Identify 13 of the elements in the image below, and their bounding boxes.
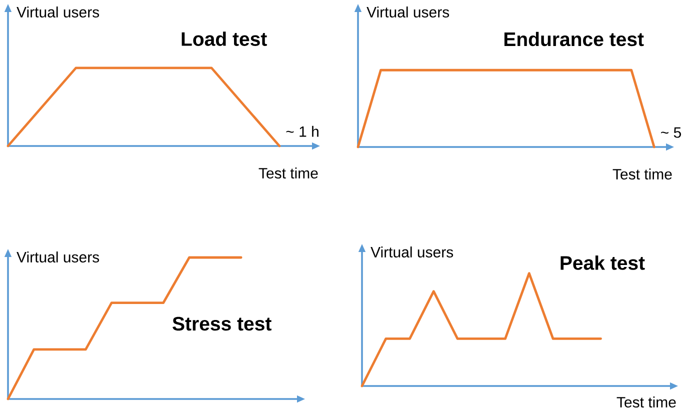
text: Stress test xyxy=(172,316,272,331)
x-axis-title: Test time xyxy=(258,168,318,179)
y-axis-title: Virtual users xyxy=(366,6,450,18)
y-axis-title: Virtual users xyxy=(16,6,100,18)
annotation: ~ 5 xyxy=(661,127,681,138)
x-axis-title: Test time xyxy=(616,396,676,408)
x-axis-title: Test time xyxy=(612,168,672,180)
y-axis-title: Virtual users xyxy=(16,251,100,263)
chart-title: Endurance test xyxy=(504,32,644,46)
chart-title: Load test xyxy=(182,32,267,46)
annotation: ~ 1 h xyxy=(286,126,318,137)
chart-title: Peak test xyxy=(560,256,645,270)
y-axis-title: Virtual users xyxy=(370,246,454,258)
